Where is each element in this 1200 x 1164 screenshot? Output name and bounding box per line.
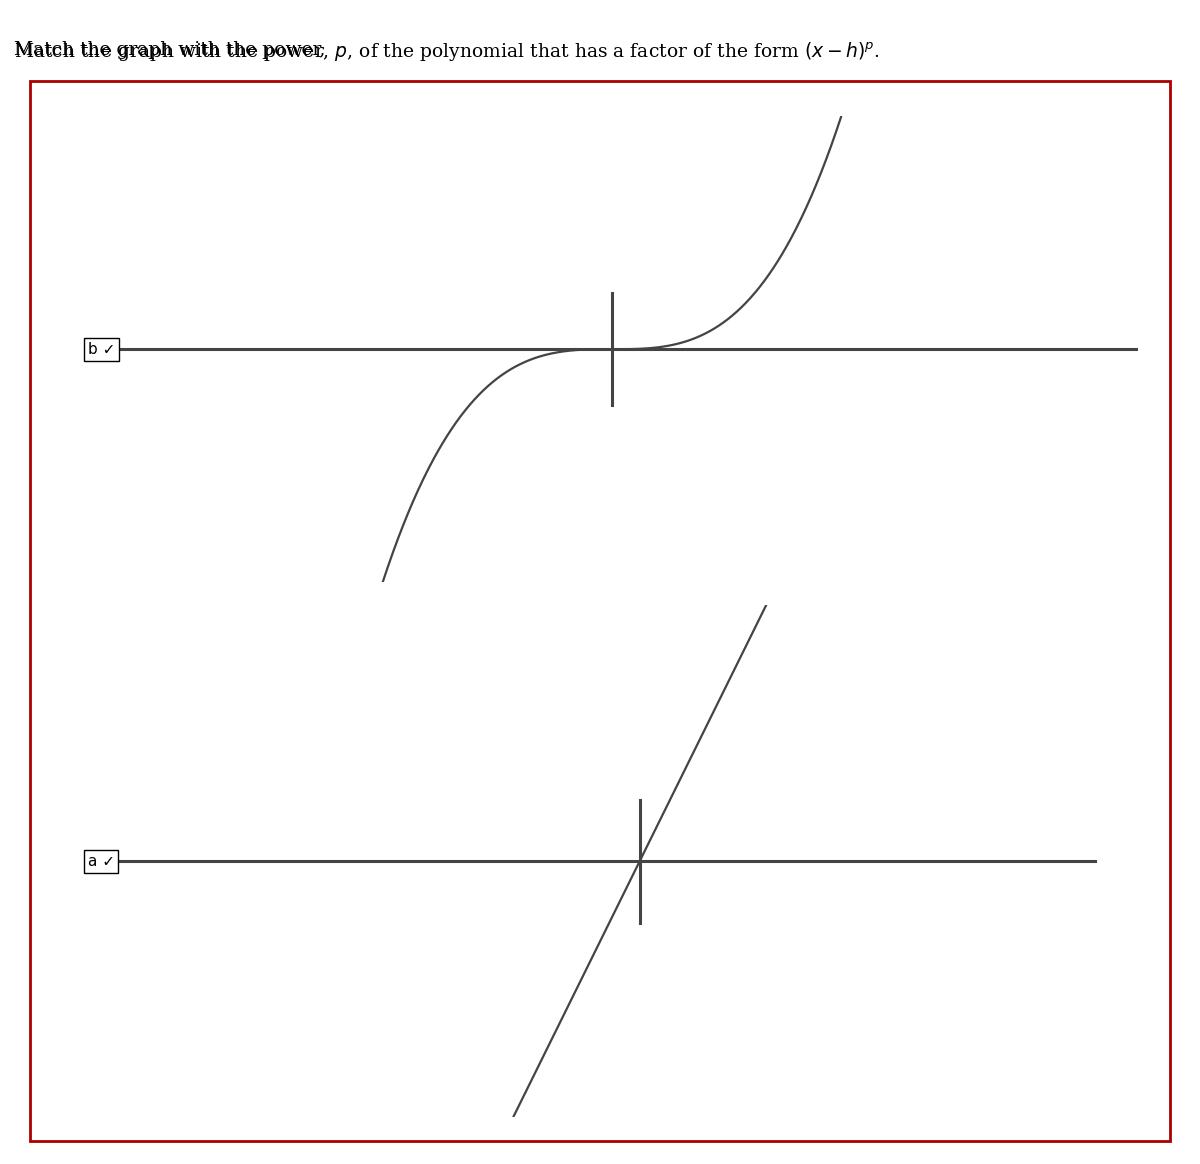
Text: a ✓: a ✓: [88, 854, 115, 868]
Text: Match the graph with the power,: Match the graph with the power,: [14, 41, 331, 58]
Text: b ✓: b ✓: [88, 342, 115, 356]
Text: Match the graph with the power, $p$, of the polynomial that has a factor of the : Match the graph with the power, $p$, of …: [14, 41, 881, 64]
